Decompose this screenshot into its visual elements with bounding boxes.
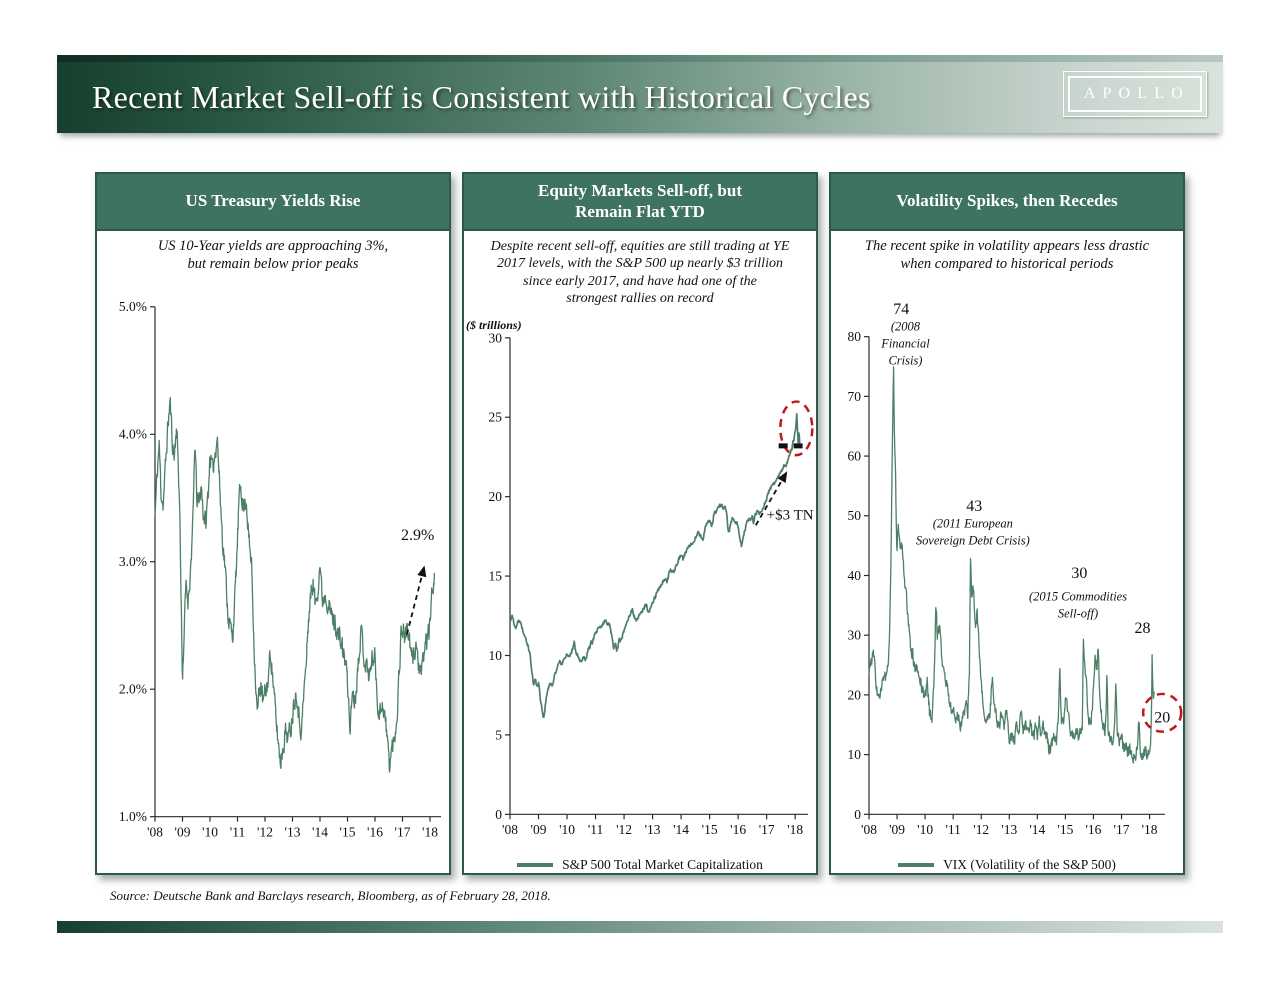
annotation-text: (2011 European Sovereign Debt Crisis) — [916, 517, 1030, 548]
x-tick-label: '17 — [395, 825, 411, 840]
panel-equity-subtitle: Despite recent sell-off, equities are st… — [490, 239, 790, 307]
annotation-text: 28 — [1135, 620, 1151, 637]
panel-volatility-subtitle: The recent spike in volatility appears l… — [864, 238, 1150, 272]
x-tick-label: '09 — [531, 822, 547, 837]
annotation-text: 2.9% — [401, 527, 434, 544]
x-tick-label: '15 — [340, 825, 356, 840]
x-tick-label: '08 — [502, 822, 518, 837]
legend-label: VIX (Volatility of the S&P 500) — [943, 857, 1116, 872]
annotation-text: 43 — [966, 498, 982, 515]
annotation-circle — [1141, 692, 1183, 733]
annotation-arrow-head — [777, 471, 788, 483]
x-tick-label: '16 — [367, 825, 383, 840]
annotation-ellipse — [779, 400, 814, 457]
series-line — [509, 412, 801, 718]
y-tick-label: 0 — [495, 807, 502, 822]
series-line — [154, 396, 436, 773]
y-tick-label: 1.0% — [119, 809, 147, 824]
treasury-yield-chart: 5.0% 4.0% 3.0% 2.0% 1.0%'08 '09 '10 '11 '12 '13 '1… — [119, 299, 441, 840]
panel-treasury-yields: US Treasury Yields Rise US 10-Year yield… — [95, 172, 451, 875]
x-tick-label: '16 — [1085, 822, 1101, 837]
x-tick-label: '14 — [312, 825, 328, 840]
y-tick-label: 3.0% — [119, 554, 147, 569]
apollo-logo-text: APOLLO — [1067, 76, 1202, 112]
x-tick-label: '14 — [1029, 822, 1045, 837]
legend-line-swatch — [898, 863, 935, 867]
x-tick-label: '08 — [861, 822, 877, 837]
x-tick-label: '11 — [588, 822, 603, 837]
y-tick-label: 0 — [854, 807, 861, 822]
panel-treasury-subtitle: US 10-Year yields are approaching 3%, bu… — [157, 238, 389, 272]
x-tick-label: '11 — [230, 825, 245, 840]
x-tick-label: '15 — [702, 822, 718, 837]
x-tick-label: '09 — [889, 822, 905, 837]
x-tick-label: '09 — [175, 825, 191, 840]
y-tick-label: 5.0% — [119, 299, 147, 314]
panel-equity-markets: Equity Markets Sell-off, but Remain Flat… — [462, 172, 818, 875]
y-tick-label: 25 — [489, 410, 503, 425]
x-tick-label: '17 — [1114, 822, 1130, 837]
legend-label: S&P 500 Total Market Capitalization — [562, 857, 763, 872]
x-tick-label: '13 — [285, 825, 301, 840]
y-tick-label: 80 — [848, 329, 862, 344]
legend-line-swatch — [517, 863, 554, 867]
annotation-arrow-shaft — [406, 575, 423, 635]
slide-title: Recent Market Sell-off is Consistent wit… — [92, 79, 871, 115]
x-tick-label: '16 — [730, 822, 746, 837]
x-tick-label: '18 — [787, 822, 803, 837]
x-tick-label: '17 — [759, 822, 775, 837]
annotation-arrow-head — [417, 565, 427, 578]
x-tick-label: '13 — [1001, 822, 1017, 837]
y-tick-label: 10 — [489, 648, 503, 663]
annotation-text: 74 — [893, 301, 909, 318]
x-tick-label: '14 — [673, 822, 689, 837]
y-tick-label: 40 — [848, 568, 862, 583]
annotation-text: (2015 Commodities Sell-off) — [1029, 590, 1127, 621]
legend-vix: VIX (Volatility of the S&P 500) — [831, 857, 1183, 873]
x-tick-label: '11 — [945, 822, 960, 837]
apollo-logo: APOLLO — [1062, 71, 1207, 117]
x-tick-label: '12 — [973, 822, 989, 837]
annotation-text: (2008 Financial Crisis) — [880, 320, 930, 368]
x-tick-label: '18 — [422, 825, 438, 840]
y-tick-label: 20 — [489, 489, 503, 504]
annotation-text: 20 — [1154, 709, 1170, 726]
x-tick-label: '15 — [1057, 822, 1073, 837]
x-tick-label: '12 — [257, 825, 273, 840]
y-tick-label: 5 — [495, 727, 502, 742]
chart-panels: US Treasury Yields Rise US 10-Year yield… — [95, 172, 1185, 875]
x-tick-label: '13 — [645, 822, 661, 837]
x-tick-label: '10 — [559, 822, 575, 837]
y-tick-label: 10 — [848, 747, 862, 762]
panel-volatility-title: Volatility Spikes, then Recedes — [831, 174, 1183, 231]
y-tick-label: 20 — [848, 687, 862, 702]
series-line — [868, 366, 1155, 764]
y-tick-label: 50 — [848, 508, 862, 523]
y-tick-label: 30 — [848, 628, 862, 643]
annotation-text: 30 — [1071, 565, 1087, 582]
x-tick-label: '12 — [616, 822, 632, 837]
y-tick-label: 30 — [489, 330, 503, 345]
panel-volatility: Volatility Spikes, then Recedes The rece… — [829, 172, 1185, 875]
x-tick-label: '10 — [202, 825, 218, 840]
y-axis-unit-label: ($ trillions) — [466, 318, 522, 332]
annotation-text: +$3 TN — [767, 508, 814, 524]
y-tick-label: 15 — [489, 569, 503, 584]
y-tick-label: 60 — [848, 449, 862, 464]
panel-equity-title: Equity Markets Sell-off, but Remain Flat… — [464, 174, 816, 231]
vix-chart: 80 70 60 50 40 30 20 10 0'08 '09 '10 '11 '12 '13 '14 '1… — [848, 301, 1183, 837]
legend-sp500: S&P 500 Total Market Capitalization — [464, 857, 816, 873]
x-tick-label: '10 — [917, 822, 933, 837]
x-tick-label: '18 — [1142, 822, 1158, 837]
sp500-market-cap-chart: 30 25 20 15 10 5 0'08 '09 '10 '11 '12 '13 '14 '15 '16 '… — [466, 318, 814, 837]
y-tick-label: 2.0% — [119, 682, 147, 697]
slide-header-band: Recent Market Sell-off is Consistent wit… — [57, 55, 1223, 133]
slide-footer-band — [57, 921, 1223, 933]
source-note: Source: Deutsche Bank and Barclays resea… — [110, 888, 551, 903]
panel-treasury-title: US Treasury Yields Rise — [97, 174, 449, 231]
y-tick-label: 4.0% — [119, 427, 147, 442]
y-tick-label: 70 — [848, 389, 862, 404]
x-tick-label: '08 — [147, 825, 163, 840]
